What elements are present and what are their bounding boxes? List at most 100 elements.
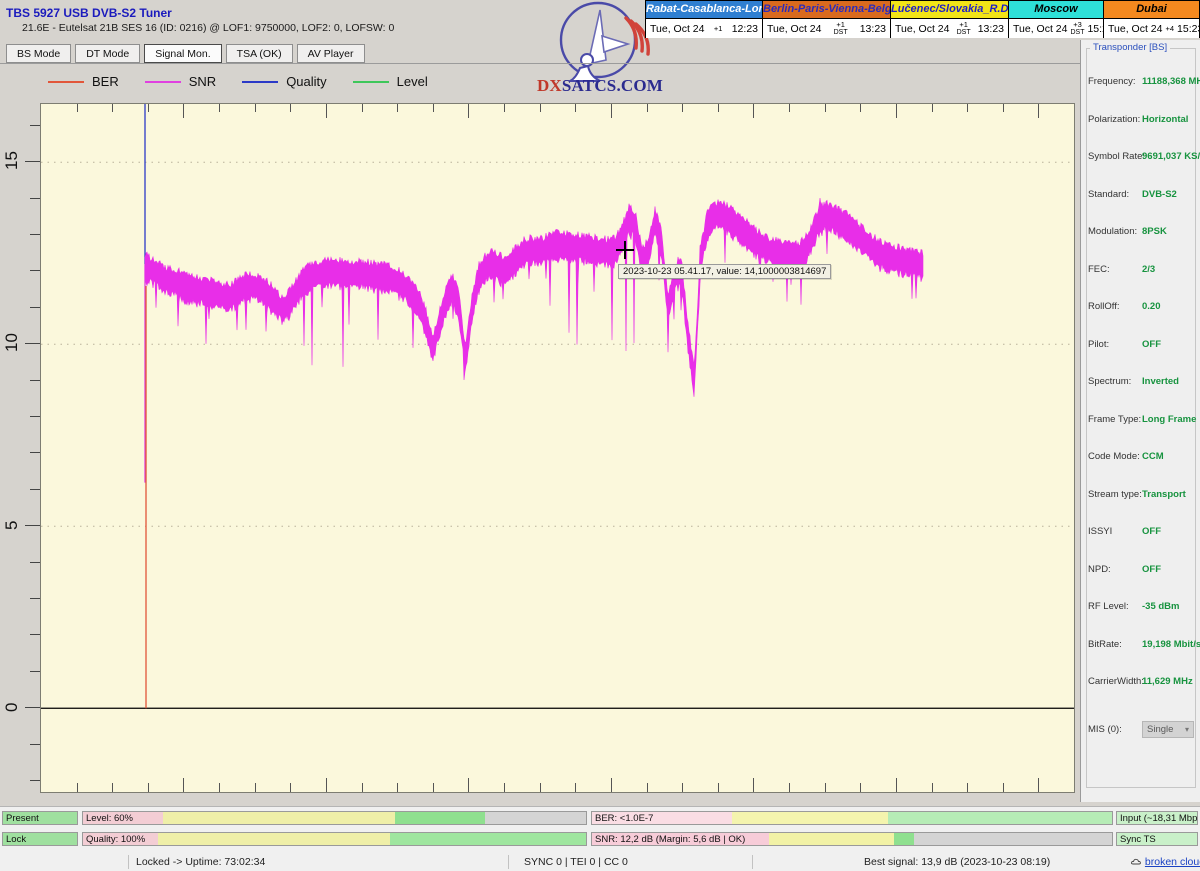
legend-swatch [144,80,181,83]
tab-label: DT Mode [86,47,130,60]
clock-city-name: Dubai [1104,1,1199,19]
plot-svg [41,104,1074,792]
status-bar-label: Lock [6,834,27,845]
transponder-value: 8PSK [1142,226,1167,237]
transponder-key: RF Level: [1088,601,1129,612]
best-signal-status: Best signal: 13,9 dB (2023-10-23 08:19) [864,856,1051,868]
y-axis-tick [30,270,40,272]
transponder-key: FEC: [1088,263,1110,275]
clock-date: Tue, Oct 24 [895,22,950,35]
status-bar-sync: Sync TS [1116,832,1198,846]
transponder-value: Horizontal [1142,113,1189,125]
transponder-row: Polarization: Horizontal [1088,114,1192,128]
logo-dx: DX [536,76,562,95]
clock-city-name: Berlin-Paris-Vienna-Belgrade [763,1,890,19]
clock-body: Tue, Oct 24 +1 12:23 [646,19,762,38]
tab-underline [0,63,1080,64]
transponder-group-title: Transponder [BS] [1090,42,1171,53]
transponder-row: CarrierWidth: 11,629 MHz [1088,676,1193,690]
tab-av-player[interactable]: AV Player [296,44,365,63]
plot-area[interactable]: 2023-10-23 05.41.17, value: 14,100000381… [40,103,1075,793]
y-axis-tick [30,124,40,126]
signal-monitor-chart[interactable]: 2023-10-23 05.41.17, value: 14,100000381… [0,96,1080,802]
transponder-key: Polarization: [1088,113,1141,125]
weather-status[interactable]: broken clouds [1131,856,1200,868]
y-axis-tick [25,161,40,163]
status-bar-label: Sync TS [1120,834,1156,845]
legend-swatch [48,80,84,83]
clock-city-name: Moscow [1009,1,1103,19]
satellite-info-line: 21.6E - Eutelsat 21B SES 16 (ID: 0216) @… [22,22,395,34]
transponder-key: Standard: [1088,188,1130,200]
clock-offset: +3 DST [1070,19,1085,36]
transponder-value: Inverted [1142,376,1179,387]
transponder-value: 19,198 Mbit/s [1142,638,1200,650]
transponder-row: BitRate: 19,198 Mbit/s [1088,639,1200,653]
y-axis-label: 5 [2,520,21,530]
transponder-value: 9691,037 KS/s [1142,151,1200,162]
transponder-row: Spectrum: Inverted [1088,376,1192,390]
tab-label: Signal Mon. [155,47,211,60]
clock-time: 13:23 [977,22,1004,35]
clock-date: Tue, Oct 24 [1013,22,1068,35]
legend-label: Level [396,74,428,89]
transponder-value: DVB-S2 [1142,188,1177,200]
datapoint-tooltip: 2023-10-23 05.41.17, value: 14,100000381… [618,264,832,279]
uptime-status: Locked -> Uptime: 73:02:34 [136,856,266,868]
clock-date: Tue, Oct 24 [1108,22,1163,35]
transponder-row: Standard: DVB-S2 [1088,189,1192,203]
transponder-key: Code Mode: [1088,451,1140,462]
transponder-key: RollOff: [1088,301,1120,312]
weather-link-text[interactable]: broken clouds [1144,856,1200,868]
y-axis-tick [30,634,40,636]
status-bar-level: Level: 60% [82,811,587,825]
legend-swatch [242,80,279,83]
transponder-value: 0.20 [1142,301,1161,312]
mis-selected-value: Single [1147,723,1174,735]
legend-label: BER [92,74,119,89]
y-axis-tick [25,525,40,527]
y-axis-label: 0 [2,702,21,712]
legend-label: Quality [286,74,327,89]
y-axis-tick [30,234,40,236]
status-line: Locked -> Uptime: 73:02:34 SYNC 0 | TEI … [0,853,1200,871]
sync-status: SYNC 0 | TEI 0 | CC 0 [524,856,628,868]
legend-item-ber: BER [48,74,119,89]
clock-offset: +1 DST [833,19,848,36]
legend-label: SNR [188,74,217,89]
y-axis-tick [30,598,40,600]
transponder-key: Modulation: [1088,226,1138,237]
y-axis-tick [30,780,40,782]
transponder-value: 2/3 [1142,263,1156,275]
logo-wordmark: DXSATCS.COM [530,76,670,96]
clock-time: 12:23 [731,22,758,35]
y-axis-tick [30,743,40,745]
tab-label: TSA (OK) [236,47,282,60]
transponder-key: Symbol Rate: [1088,151,1146,162]
tab-dt-mode[interactable]: DT Mode [75,44,141,63]
tab-bs-mode[interactable]: BS Mode [6,44,72,63]
clock-time: 15:23 [1177,22,1200,35]
status-bar-label: Input (~18,31 Mbps) [1120,813,1198,824]
transponder-value: Transport [1142,488,1186,500]
status-bar-label: BER: <1.0E-7 [595,813,654,824]
transponder-panel: Transponder [BS] Frequency: 11188,368 MHz… [1080,40,1200,832]
transponder-key: Frequency: [1088,76,1136,87]
transponder-key: CarrierWidth: [1088,676,1144,687]
transponder-row: Pilot: OFF [1088,339,1192,353]
tab-signal-mon[interactable]: Signal Mon. [144,44,222,63]
transponder-value: OFF [1142,563,1161,575]
world-clock-bar: Rabat-Casablanca-London Tue, Oct 24 +1 12:2… [645,0,1200,38]
tab-tsa-ok[interactable]: TSA (OK) [225,44,293,63]
clock-body: Tue, Oct 24 +3 DST 15:23 [1009,19,1114,38]
mis-row: MIS (0): Single ▾ [1088,720,1194,738]
mis-select[interactable]: Single ▾ [1142,720,1194,738]
mode-tabs[interactable]: BS Mode DT Mode Signal Mon. TSA (OK) AV Play… [6,44,365,63]
transponder-value: 11,629 MHz [1142,676,1193,687]
transponder-row: FEC: 2/3 [1088,264,1192,278]
transponder-row: RF Level: -35 dBm [1088,601,1192,615]
y-axis-tick [30,379,40,381]
transponder-value: OFF [1142,526,1161,537]
y-axis-tick [30,452,40,454]
